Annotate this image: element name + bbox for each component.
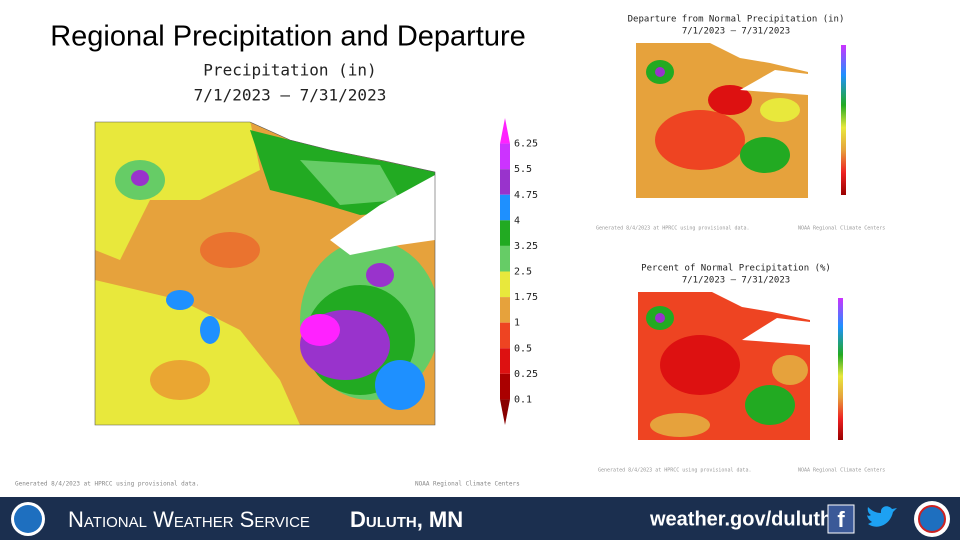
legend-swatch [500, 322, 510, 349]
legend-label: 2.5 [514, 267, 532, 278]
legend-label: 4.75 [514, 190, 538, 201]
legend-swatch [500, 297, 510, 323]
legend-swatch [500, 373, 510, 400]
color-legend [841, 45, 846, 195]
lake-superior [740, 70, 808, 95]
map-footer: Generated 8/4/2023 at HPRCC using provis… [598, 468, 752, 474]
map-footer: NOAA Regional Climate Centers [798, 226, 885, 232]
legend-swatch [500, 399, 510, 425]
agency-name: National Weather Service [68, 507, 310, 532]
legend-label: 4 [514, 215, 520, 226]
footer-bar [0, 497, 960, 540]
legend-swatch [500, 118, 510, 144]
facebook-icon[interactable] [827, 504, 855, 534]
legend-swatch [500, 143, 510, 170]
percent-map [638, 292, 810, 440]
legend-swatch [500, 271, 510, 298]
map-footer: Generated 8/4/2023 at HPRCC using provis… [15, 481, 199, 488]
map-footer: NOAA Regional Climate Centers [415, 481, 520, 488]
legend-label: 3.25 [514, 241, 538, 252]
map-footer: Generated 8/4/2023 at HPRCC using provis… [596, 226, 750, 232]
legend-swatch [500, 220, 510, 246]
lake-superior [742, 318, 810, 345]
map-dates: 7/1/2023 – 7/31/2023 [682, 276, 790, 286]
map-dates: 7/1/2023 – 7/31/2023 [682, 27, 790, 37]
map-title: Departure from Normal Precipitation (in) [628, 15, 845, 25]
office-name: Duluth, MN [350, 507, 463, 532]
legend-label: 1 [514, 318, 520, 329]
map-title: Percent of Normal Precipitation (%) [641, 264, 831, 274]
color-legend: 6.25 5.5 4.75 4 3.25 2.5 1.75 1 0.5 0.25 0.1 [500, 118, 538, 425]
legend-label: 6.25 [514, 139, 538, 150]
departure-map [636, 43, 808, 198]
legend-label: 1.75 [514, 292, 538, 303]
state-outline [94, 121, 436, 426]
legend-label: 5.5 [514, 164, 532, 175]
map-title: Precipitation (in) [203, 61, 376, 80]
slide-title: Regional Precipitation and Departure [50, 21, 526, 53]
legend-label: 0.1 [514, 394, 532, 405]
twitter-icon[interactable] [867, 506, 897, 527]
map-dates: 7/1/2023 – 7/31/2023 [194, 86, 387, 105]
color-legend [838, 298, 843, 440]
map-footer: NOAA Regional Climate Centers [798, 468, 885, 474]
legend-label: 0.25 [514, 369, 538, 380]
legend-label: 0.5 [514, 343, 532, 354]
legend-swatch [500, 169, 510, 195]
legend-swatch [500, 348, 510, 374]
precip-map [95, 122, 435, 425]
legend-swatch [500, 245, 510, 272]
lake-superior [330, 175, 435, 255]
svg-text:f: f [837, 507, 845, 532]
legend-swatch [500, 194, 510, 221]
website-url[interactable]: weather.gov/duluth [649, 508, 832, 530]
